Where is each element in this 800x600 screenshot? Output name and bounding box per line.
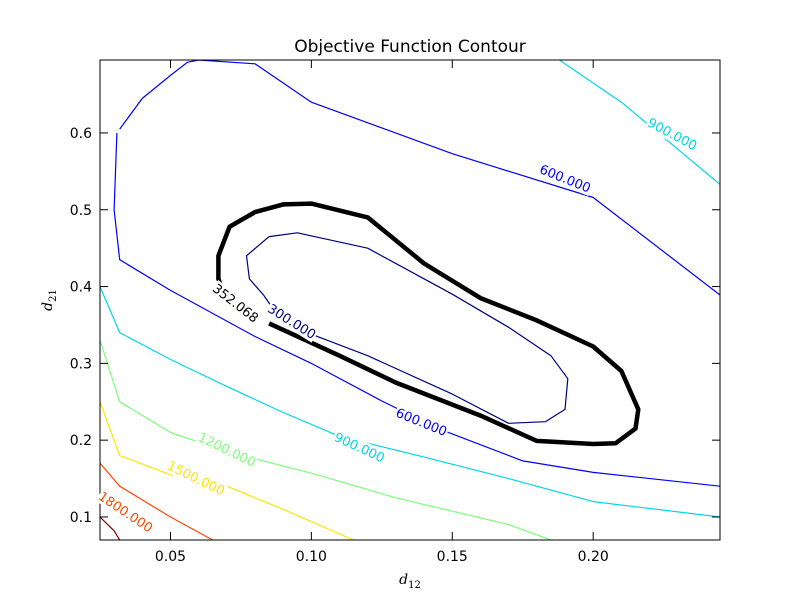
y-axis-label-sub: 21	[48, 289, 59, 302]
y-axis-ticks: 0.1 0.2 0.3 0.4 0.5 0.6	[70, 126, 720, 526]
contour-line-600-upper	[119, 60, 720, 296]
plot-area	[100, 60, 720, 540]
chart-title: Objective Function Contour	[294, 37, 526, 57]
y-tick-label: 0.1	[70, 510, 92, 526]
y-tick-label: 0.5	[70, 203, 92, 219]
contour-label-1200: 1200.000	[195, 430, 257, 471]
contour-label-600-bg	[392, 404, 451, 440]
contour-label-600-upper: 600.000	[537, 162, 592, 196]
contour-label-1500-group: 1500.000	[164, 457, 228, 500]
y-tick-label: 0.2	[70, 433, 92, 449]
contour-label-352.068-bg	[209, 280, 263, 327]
y-axis-label: d21	[40, 289, 59, 311]
contour-line-352.068	[216, 201, 641, 447]
y-tick-label: 0.4	[70, 280, 92, 296]
x-tick-label: 0.05	[155, 549, 186, 565]
x-axis-ticks: 0.05 0.10 0.15 0.20	[155, 60, 609, 565]
x-tick-label: 0.20	[578, 549, 609, 565]
contour-label-600-upper-group: 600.000	[536, 161, 594, 196]
x-tick-label: 0.10	[296, 549, 327, 565]
contour-label-300-group: 300.000	[264, 300, 320, 343]
contour-label-1500: 1500.000	[164, 459, 226, 500]
contour-line-900-upper	[559, 60, 720, 185]
contour-label-1500-bg	[164, 457, 228, 499]
contour-label-1200-group: 1200.000	[195, 429, 259, 471]
contour-label-300-bg	[264, 300, 320, 343]
x-axis-label-sub: 12	[408, 580, 421, 591]
contour-label-1800-bg	[95, 488, 157, 536]
contour-label-1800: 1800.000	[95, 489, 155, 536]
contour-label-900-bg	[331, 428, 388, 466]
y-tick-label: 0.3	[70, 356, 92, 372]
contour-label-600-upper-bg	[536, 161, 594, 196]
contour-line-2100	[100, 516, 121, 540]
y-tick-label: 0.6	[70, 126, 92, 142]
contour-label-900-upper: 900.000	[645, 116, 700, 154]
contour-label-352.068: 352.068	[209, 281, 261, 326]
contour-line-900	[100, 286, 720, 518]
contour-label-900: 900.000	[332, 430, 387, 466]
x-axis-label-base: d	[399, 572, 408, 588]
contour-label-1200-bg	[195, 429, 259, 471]
contour-line-1800	[100, 462, 213, 540]
contour-label-900-upper-group: 900.000	[644, 114, 701, 154]
contour-label-1800-group: 1800.000	[95, 488, 157, 536]
y-axis-label-base: d	[40, 302, 56, 311]
x-tick-label: 0.15	[437, 549, 468, 565]
contour-label-600-group: 600.000	[392, 404, 451, 440]
contour-line-600	[113, 132, 720, 487]
contour-label-300: 300.000	[265, 302, 319, 343]
contour-line-300	[245, 232, 569, 424]
contour-label-900-group: 900.000	[331, 428, 388, 466]
plot-frame	[99, 59, 721, 541]
x-axis-label: d12	[399, 572, 421, 591]
contour-labels: 300.000352.068600.000600.000900.000900.0…	[95, 114, 701, 536]
contour-label-900-upper-bg	[644, 114, 701, 154]
contour-line-1200	[100, 340, 552, 540]
contour-label-352.068-group: 352.068	[209, 280, 263, 327]
contour-label-600: 600.000	[393, 406, 448, 440]
